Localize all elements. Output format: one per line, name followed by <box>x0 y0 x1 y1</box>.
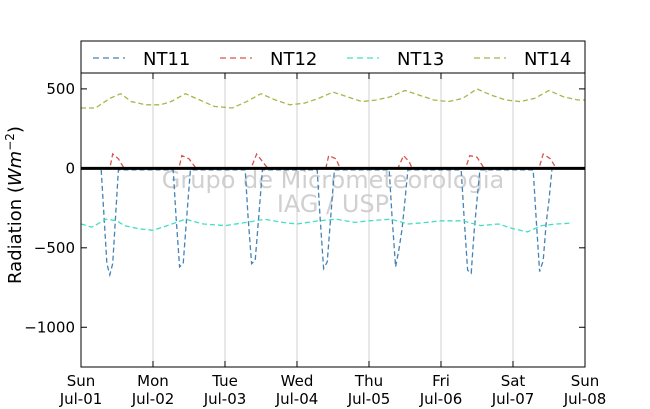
grid-lines <box>152 73 514 367</box>
legend-label-nt13: NT13 <box>397 49 444 70</box>
x-tick-label-day: Tue <box>211 372 238 390</box>
y-tick-label: 500 <box>46 80 75 98</box>
x-tick-label-date: Jul-07 <box>491 390 535 408</box>
x-tick-label-date: Jul-08 <box>563 390 607 408</box>
legend-label-nt14: NT14 <box>524 49 571 70</box>
x-tick-label-day: Fri <box>432 372 450 390</box>
x-tick-label-day: Sun <box>67 372 96 390</box>
x-tick-label-date: Jul-01 <box>59 390 103 408</box>
x-tick-label-date: Jul-03 <box>203 390 247 408</box>
x-tick-label-day: Sun <box>571 372 600 390</box>
y-tick-label: 0 <box>65 159 75 177</box>
legend-label-nt11: NT11 <box>143 49 190 70</box>
series-line-nt13 <box>80 218 571 233</box>
x-tick-label-date: Jul-06 <box>419 390 463 408</box>
x-tick-label-date: Jul-02 <box>131 390 175 408</box>
x-tick-label-day: Mon <box>137 372 169 390</box>
x-tick-label-date: Jul-04 <box>275 390 319 408</box>
y-tick-label: −500 <box>34 239 75 257</box>
x-tick-label-date: Jul-05 <box>347 390 391 408</box>
y-axis-label: Radiation (Wm−2) <box>3 126 26 284</box>
x-tick-label-day: Sat <box>501 372 526 390</box>
series-line-nt14 <box>81 88 585 109</box>
series-line-nt11 <box>100 169 553 278</box>
watermark-line-2: IAG / USP <box>277 190 389 218</box>
legend: NT11 NT12 NT13 NT14 <box>80 40 586 74</box>
x-tick-label-day: Thu <box>354 372 383 390</box>
y-tick-label: −1000 <box>24 318 75 336</box>
series-lines <box>80 88 585 278</box>
axes: 5000−500−1000SunJul-01MonJul-02TueJul-03… <box>24 73 606 408</box>
x-tick-label-day: Wed <box>281 372 314 390</box>
legend-label-nt12: NT12 <box>270 49 317 70</box>
legend-box <box>80 40 586 74</box>
